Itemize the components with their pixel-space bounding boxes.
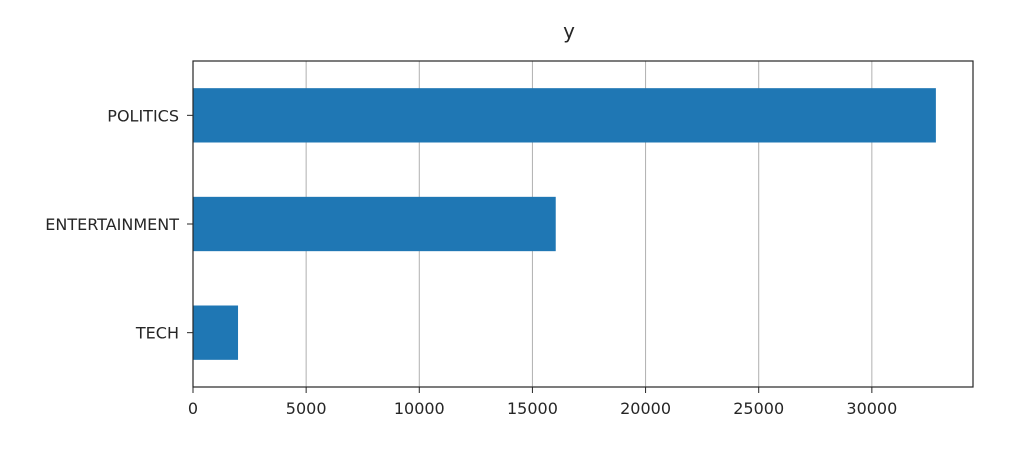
bar-tech <box>193 305 239 360</box>
bar-politics <box>193 88 936 143</box>
bar-entertainment <box>193 196 556 252</box>
x-tick-label: 0 <box>188 399 198 418</box>
x-tick-label: 25000 <box>733 399 784 418</box>
y-tick-label: TECH <box>135 324 179 343</box>
plot-frame <box>192 60 974 388</box>
y-tick-label: ENTERTAINMENT <box>45 215 179 234</box>
chart-title: y <box>563 19 575 43</box>
x-tick-label: 20000 <box>620 399 671 418</box>
x-tick-label: 30000 <box>846 399 897 418</box>
x-tick-label: 10000 <box>394 399 445 418</box>
x-tick-label: 15000 <box>507 399 558 418</box>
y-tick-label: POLITICS <box>107 106 179 125</box>
x-tick-label: 5000 <box>286 399 327 418</box>
